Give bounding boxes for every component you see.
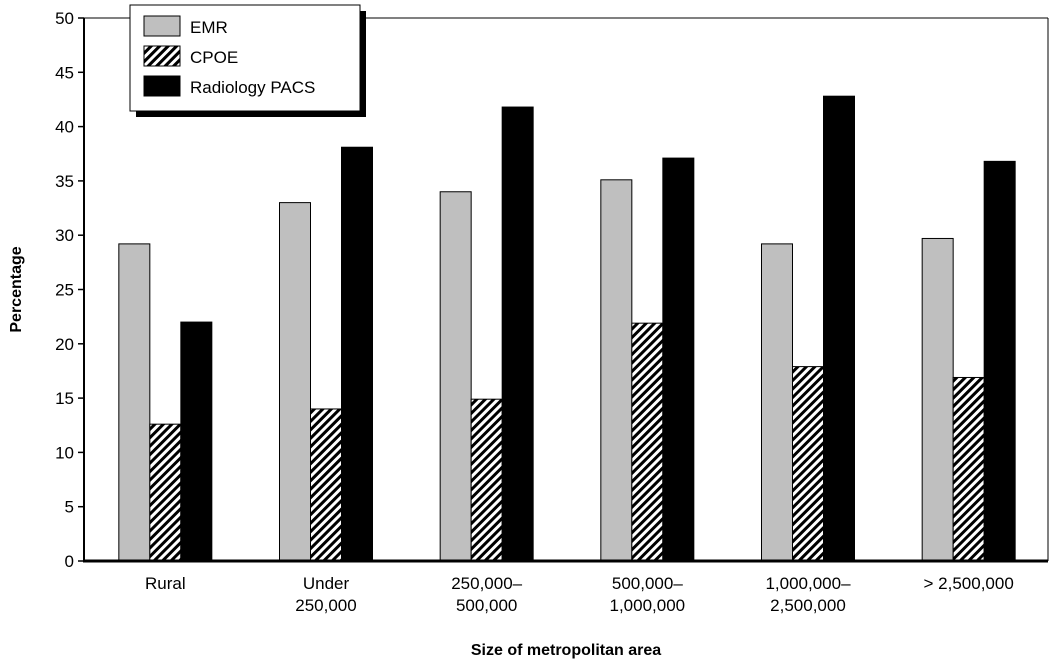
y-tick-label: 0 (65, 552, 74, 571)
bar-emr-3 (600, 179, 633, 562)
legend-label-radiology-pacs: Radiology PACS (190, 78, 315, 97)
x-category-label: Under 250,000 (295, 574, 356, 615)
bar-emr-5 (921, 237, 954, 562)
bar-cpoe-5 (952, 376, 985, 562)
bar-emr-2 (439, 191, 472, 562)
x-category-label: > 2,500,000 (924, 574, 1014, 593)
x-category-label: 500,000– 1,000,000 (610, 574, 686, 615)
y-tick-label: 45 (55, 63, 74, 82)
y-tick-label: 10 (55, 443, 74, 462)
x-category-label: 250,000– 500,000 (451, 574, 522, 615)
legend-swatch-cpoe (143, 45, 181, 67)
y-tick-label: 35 (55, 172, 74, 191)
x-category-label: Rural (145, 574, 186, 593)
bar-radiology-pacs-1 (341, 146, 373, 562)
y-tick-label: 40 (55, 118, 74, 137)
legend-swatch-radiology-pacs (143, 75, 181, 97)
y-tick-label: 30 (55, 226, 74, 245)
legend-swatch-emr (143, 15, 181, 37)
bar-radiology-pacs-4 (823, 95, 855, 562)
bar-cpoe-2 (470, 398, 503, 562)
y-tick-label: 5 (65, 498, 74, 517)
bar-cpoe-0 (149, 423, 182, 562)
y-tick-label: 25 (55, 281, 74, 300)
bar-emr-4 (761, 243, 793, 562)
bar-cpoe-4 (792, 366, 824, 562)
bar-emr-0 (118, 243, 151, 562)
bar-radiology-pacs-3 (662, 157, 695, 562)
x-category-label: 1,000,000– 2,500,000 (765, 574, 851, 615)
y-axis-title: Percentage (8, 246, 25, 332)
legend-label-cpoe: CPOE (190, 48, 238, 67)
bar-radiology-pacs-5 (983, 160, 1016, 562)
y-tick-label: 15 (55, 389, 74, 408)
bar-radiology-pacs-2 (501, 106, 534, 562)
y-tick-label: 20 (55, 335, 74, 354)
bar-cpoe-3 (631, 322, 664, 562)
y-tick-label: 50 (55, 9, 74, 28)
bar-radiology-pacs-0 (180, 321, 213, 562)
legend-label-emr: EMR (190, 18, 228, 37)
bar-emr-1 (279, 202, 311, 562)
x-axis-title: Size of metropolitan area (471, 642, 661, 659)
bar-cpoe-1 (310, 408, 342, 562)
